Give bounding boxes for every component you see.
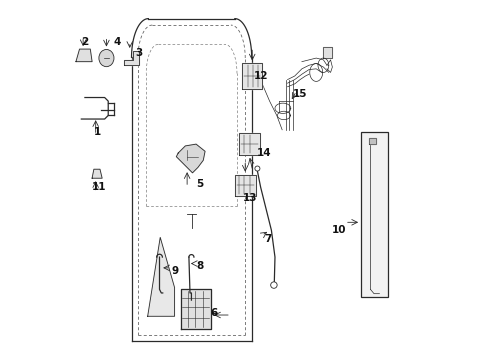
Text: 10: 10 bbox=[332, 225, 346, 235]
Polygon shape bbox=[92, 169, 102, 178]
Text: 4: 4 bbox=[113, 37, 121, 47]
Text: 11: 11 bbox=[92, 182, 106, 192]
Text: 3: 3 bbox=[135, 48, 142, 58]
Text: 15: 15 bbox=[292, 89, 306, 99]
Polygon shape bbox=[234, 175, 255, 196]
Ellipse shape bbox=[99, 49, 114, 67]
Text: 9: 9 bbox=[171, 266, 178, 276]
Polygon shape bbox=[368, 138, 376, 144]
Text: 14: 14 bbox=[256, 148, 271, 158]
Text: 1: 1 bbox=[94, 127, 101, 136]
Polygon shape bbox=[76, 49, 92, 62]
Text: 2: 2 bbox=[81, 37, 88, 47]
Polygon shape bbox=[124, 51, 139, 65]
Polygon shape bbox=[147, 237, 174, 316]
Polygon shape bbox=[323, 47, 332, 58]
Polygon shape bbox=[238, 134, 259, 155]
Polygon shape bbox=[242, 63, 262, 89]
Circle shape bbox=[270, 282, 277, 288]
Text: 8: 8 bbox=[196, 261, 203, 271]
Circle shape bbox=[254, 166, 260, 171]
Polygon shape bbox=[176, 144, 204, 173]
Text: 5: 5 bbox=[196, 179, 203, 189]
Bar bbox=[360, 132, 387, 297]
Text: 13: 13 bbox=[242, 193, 257, 203]
Text: 7: 7 bbox=[264, 234, 271, 244]
Polygon shape bbox=[180, 289, 211, 329]
Text: 12: 12 bbox=[253, 71, 267, 81]
Text: 6: 6 bbox=[210, 308, 217, 318]
